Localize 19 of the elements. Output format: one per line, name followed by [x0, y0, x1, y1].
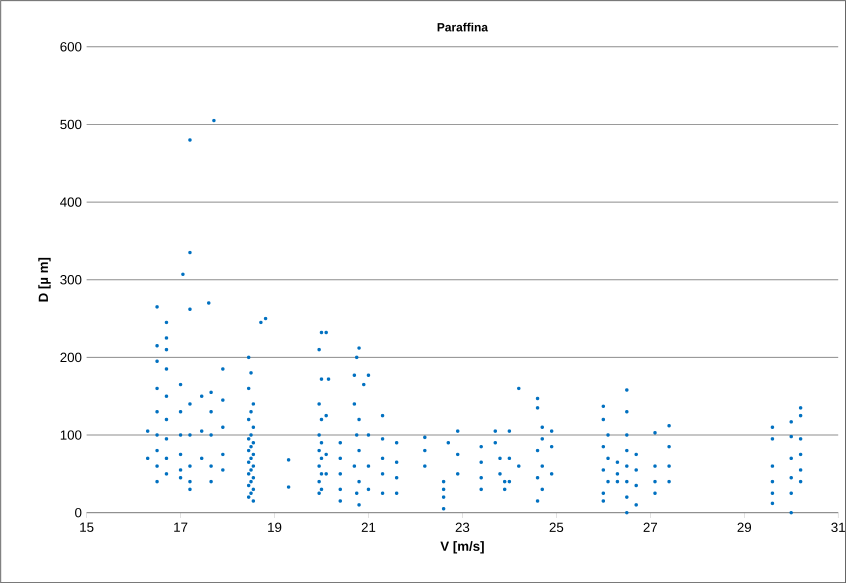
x-tick-label: 27 [644, 522, 658, 532]
y-tick-label: 600 [60, 42, 82, 52]
y-tick-label: 0 [75, 508, 82, 518]
y-tick-label: 500 [60, 120, 82, 129]
y-tick-label: 200 [60, 352, 82, 362]
x-tick-label: 29 [738, 522, 752, 532]
y-tick-label: 100 [60, 430, 82, 440]
chart-title: Paraffina [438, 22, 488, 32]
x-tick-label: 19 [268, 522, 282, 532]
x-axis-title: V [m/s] [440, 541, 484, 554]
y-tick-label: 400 [60, 197, 82, 207]
x-tick-label: 25 [550, 522, 564, 532]
x-tick-label: 23 [456, 522, 470, 532]
y-axis-title: D [µ m] [38, 258, 51, 302]
x-tick-label: 21 [362, 522, 376, 532]
x-tick-label: 17 [174, 522, 188, 532]
x-tick-label: 15 [80, 522, 94, 532]
x-tick-label: 31 [831, 522, 845, 532]
y-tick-label: 300 [60, 274, 82, 284]
